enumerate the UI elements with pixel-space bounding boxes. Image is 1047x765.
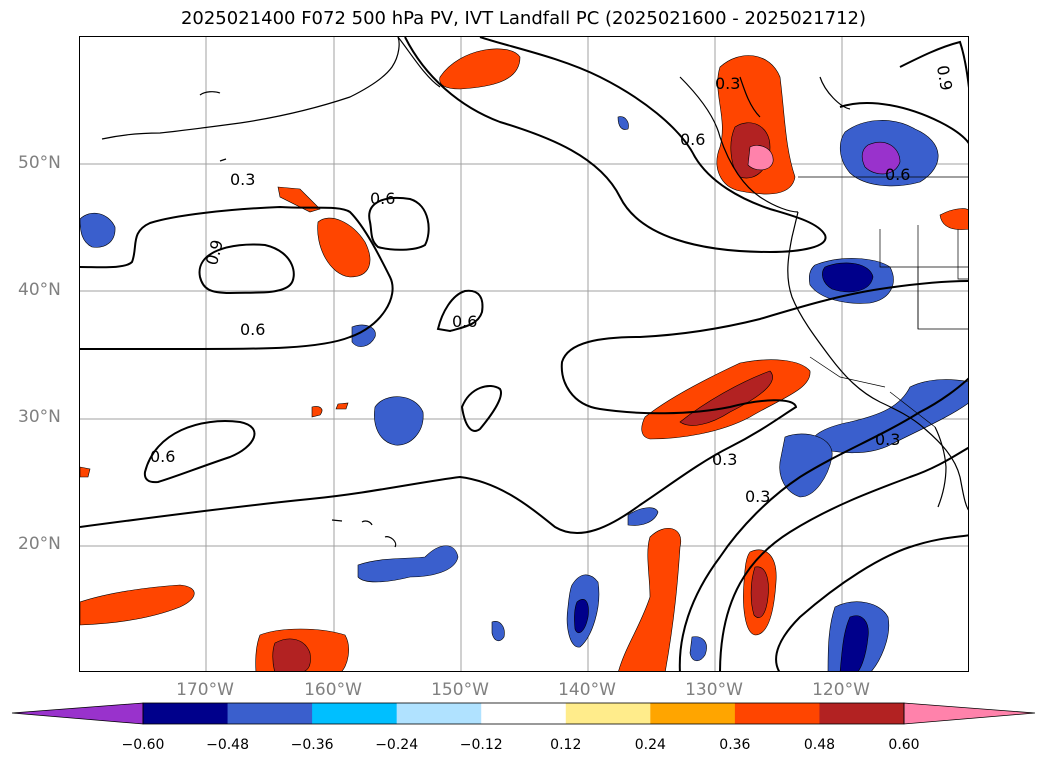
borders <box>798 176 968 428</box>
map-title: 2025021400 F072 500 hPa PV, IVT Landfall… <box>180 8 867 29</box>
colorbar-tick-label: −0.24 <box>375 737 419 753</box>
colorbar-segment <box>312 703 398 724</box>
colorbar-tick-label: −0.12 <box>459 737 503 753</box>
map-panel: 0.3 0.6 0.6 0.6 0.6 0.6 0.9 0.3 0.3 0.3 … <box>79 36 969 672</box>
colorbar-segment <box>650 703 736 724</box>
graticule <box>80 37 968 671</box>
colorbar-segment <box>734 703 820 724</box>
lat-label-30n: 30°N <box>18 407 61 427</box>
colorbar-tick-label: 0.36 <box>719 737 751 753</box>
colorbar-segment <box>819 703 905 724</box>
contour-label: 0.6 <box>240 320 265 339</box>
coastlines <box>101 37 968 548</box>
contour-label: 0.6 <box>150 447 175 466</box>
colorbar-tick-label: 0.24 <box>634 737 666 753</box>
colorbar-segment <box>396 703 482 724</box>
lon-label-140w: 140°W <box>558 680 616 700</box>
contour-label: 0.3 <box>712 450 737 469</box>
colorbar-tick-label: −0.36 <box>290 737 334 753</box>
contour-label: 0.3 <box>230 170 255 189</box>
colorbar-tick-label: 0.12 <box>550 737 582 753</box>
colorbar-segment <box>481 703 567 724</box>
colorbar <box>11 702 1036 725</box>
lat-label-40n: 40°N <box>18 280 61 300</box>
contour-label: 0.6 <box>885 165 910 184</box>
pv-contours <box>80 37 968 671</box>
colorbar-left-extension <box>11 702 144 725</box>
colorbar-right-extension <box>903 702 1036 725</box>
lat-label-20n: 20°N <box>18 534 61 554</box>
positive-anomalies <box>80 48 968 671</box>
lon-label-120w: 120°W <box>812 680 870 700</box>
contour-labels: 0.3 0.6 0.6 0.6 0.6 0.6 0.9 0.3 0.3 0.3 … <box>150 64 956 506</box>
colorbar-segment <box>227 703 313 724</box>
lon-label-160w: 160°W <box>304 680 362 700</box>
lon-label-150w: 150°W <box>431 680 489 700</box>
contour-label: 0.9 <box>933 64 956 92</box>
colorbar-outline <box>142 702 905 725</box>
contour-label: 0.3 <box>875 430 900 449</box>
negative-anomalies <box>80 116 968 671</box>
contour-label: 0.6 <box>370 189 395 208</box>
colorbar-tick-label: −0.60 <box>121 737 165 753</box>
colorbar-segment <box>565 703 651 724</box>
colorbar-tick-label: 0.48 <box>803 737 836 753</box>
contour-label: 0.3 <box>745 487 770 506</box>
contour-label: 0.6 <box>452 312 477 331</box>
map-plot: 0.3 0.6 0.6 0.6 0.6 0.6 0.9 0.3 0.3 0.3 … <box>80 37 968 671</box>
colorbar-segment <box>143 703 229 724</box>
colorbar-tick-label: 0.60 <box>888 737 920 753</box>
colorbar-tick-label: −0.48 <box>206 737 249 753</box>
contour-label: 0.3 <box>715 74 740 93</box>
contour-label: 0.6 <box>680 130 705 149</box>
colorbar-segments <box>143 703 905 724</box>
lon-label-130w: 130°W <box>685 680 743 700</box>
lat-label-50n: 50°N <box>18 153 61 173</box>
lon-label-170w: 170°W <box>176 680 234 700</box>
